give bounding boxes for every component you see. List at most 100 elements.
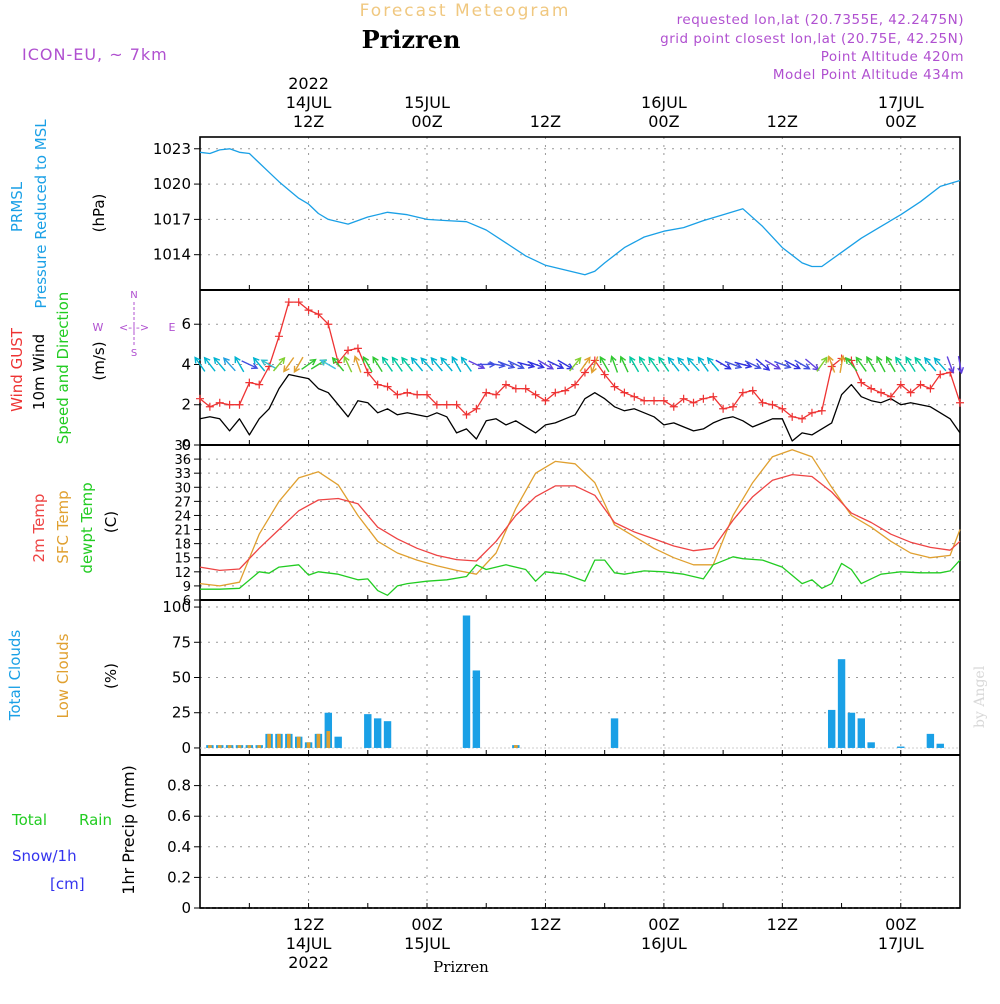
wind-arrow-shaft: [382, 357, 393, 372]
wind-direction-arrow: [923, 356, 937, 372]
wind-gust-marker: [768, 400, 777, 409]
low-cloud-bar: [326, 731, 331, 748]
wind-arrow-shaft: [461, 357, 472, 372]
top-time-label: 12Z: [767, 112, 798, 131]
wind-arrow-head: [754, 362, 762, 370]
wind-arrow-head: [430, 356, 438, 364]
meta-grid-point: grid point closest lon,lat (20.75E, 42.2…: [660, 31, 964, 47]
wind-arrow-head: [773, 363, 782, 370]
wind-direction-arrow: [301, 358, 317, 370]
wind-arrow-head: [319, 359, 327, 366]
wind-direction-arrow: [784, 359, 802, 370]
wind-direction-arrow: [241, 360, 259, 370]
wind-gust-marker: [442, 400, 451, 409]
wind-direction-arrow: [213, 356, 226, 372]
wind-arrow-head: [845, 356, 852, 364]
wind-arrow-shaft: [934, 357, 947, 372]
wind-arrow-head: [895, 356, 902, 364]
y-tick-label: 2: [181, 396, 191, 414]
wind-gust-marker: [630, 392, 639, 401]
wind-gust-marker: [294, 298, 303, 307]
wind-gust-marker: [462, 410, 471, 419]
wind-arrow-head: [619, 355, 627, 363]
total-cloud-bar: [472, 670, 481, 748]
wind-gust-marker: [521, 384, 530, 393]
pressure-line: [199, 148, 961, 276]
y-tick-label: 27: [174, 495, 191, 510]
wind-direction-arrow: [331, 356, 345, 372]
wind-direction-arrow: [260, 359, 277, 370]
wind-arrow-head: [793, 363, 802, 370]
wind-gust-marker: [531, 390, 540, 399]
wind-gust-marker: [807, 408, 816, 417]
wind-gust-marker: [432, 400, 441, 409]
wind-arrow-head: [194, 356, 201, 364]
wind-gust-marker: [492, 390, 501, 399]
wind-arrow-head: [855, 356, 863, 364]
total-cloud-bar: [897, 746, 905, 748]
wind-arrow-head: [440, 356, 448, 364]
wind-direction-arrow: [222, 357, 236, 372]
wind-arrow-shaft: [497, 360, 515, 369]
panel-pressure: 1014 1017 1020 1023: [153, 137, 961, 290]
wind-direction-arrow: [203, 356, 216, 372]
top-time-label: 00Z: [411, 112, 442, 131]
wind-direction-arrow: [272, 356, 286, 372]
low-cloud-bar: [513, 745, 518, 748]
wind-gust-marker: [886, 392, 895, 401]
wind-arrow-shaft: [343, 356, 353, 373]
wind-direction-arrow: [362, 355, 373, 373]
t2m-line: [199, 473, 961, 572]
wind-arrow-shaft: [620, 356, 629, 373]
low-cloud-bar: [208, 745, 212, 748]
wind-arrow-shaft: [537, 359, 554, 370]
wind-gust-marker: [679, 394, 688, 403]
wind-arrow-head: [381, 356, 389, 364]
wind-direction-arrow: [794, 359, 811, 370]
wind-direction-arrow: [774, 360, 792, 369]
y-tick-label: 1014: [153, 246, 191, 264]
wind-arrow-head: [821, 356, 828, 364]
wind-gust-marker: [659, 396, 668, 405]
wind-direction-arrow: [876, 355, 886, 373]
wind-arrow-shaft: [724, 360, 742, 369]
total-cloud-bar: [827, 709, 836, 748]
wind-arrow-shaft: [401, 357, 414, 372]
wind-arrow-head: [353, 355, 360, 363]
wind-direction-arrow: [460, 356, 472, 372]
wind-gust-marker: [936, 370, 945, 379]
pressure-label-prmsl: PRMSL: [8, 181, 26, 232]
wind-arrow-shaft: [658, 357, 670, 372]
wind-arrow-head: [260, 359, 268, 366]
precip-label-snow: Snow/1h: [12, 847, 77, 865]
wind-arrow-shaft: [715, 359, 731, 370]
wind-arrow-shaft: [569, 357, 582, 372]
wind-arrow-head: [460, 356, 468, 364]
wind-arrow-shaft: [876, 356, 886, 373]
wind-gust-marker: [817, 406, 826, 415]
wind-arrow-head: [362, 355, 370, 364]
y-tick-label: 0.2: [167, 868, 191, 886]
wind-direction-arrow: [372, 356, 383, 373]
wind-arrow-shaft: [855, 357, 867, 372]
wind-arrow-shaft: [697, 357, 709, 372]
wind-arrow-shaft: [517, 361, 535, 368]
low-cloud-bar: [237, 745, 242, 748]
wind-gust-marker: [205, 402, 214, 411]
wind-arrow-head: [876, 355, 883, 363]
wind-gust-marker: [709, 392, 718, 401]
wind-direction-arrow: [933, 357, 947, 372]
clouds-label-total: Total Clouds: [6, 630, 24, 722]
wind-direction-arrow: [648, 356, 660, 372]
wind-arrow-shaft: [794, 359, 810, 370]
wind-direction-arrow: [816, 356, 828, 372]
wind-arrow-shaft: [639, 356, 650, 373]
wind-direction-arrow: [391, 356, 403, 372]
y-tick-label: 0.8: [167, 777, 191, 795]
wind-arrow-head: [343, 355, 350, 363]
wind-arrow-head: [546, 363, 555, 370]
low-cloud-bar: [277, 733, 281, 748]
wind-arrow-shaft: [591, 356, 599, 373]
wind-gust-marker: [551, 388, 560, 397]
